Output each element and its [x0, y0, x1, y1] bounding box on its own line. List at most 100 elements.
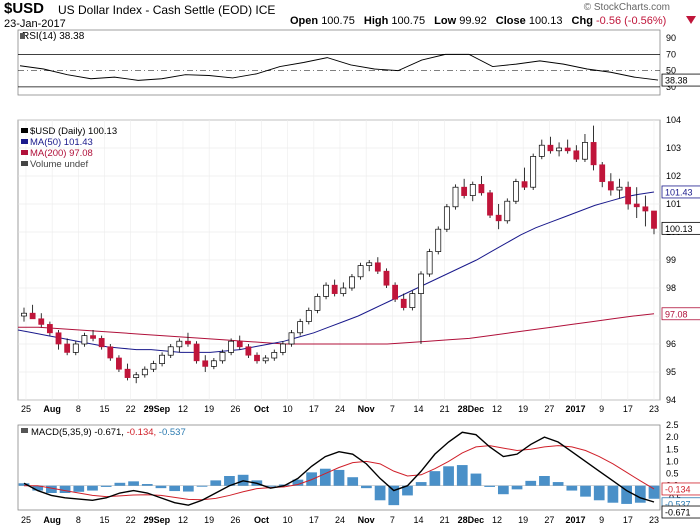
macd-xtick-label: 24: [335, 515, 345, 525]
rsi-last-value-box: [661, 73, 700, 87]
candle-body: [331, 284, 338, 294]
candle-body: [582, 142, 588, 160]
macd-histogram-bar: [18, 483, 30, 486]
price-xtick-label: 14: [413, 404, 423, 414]
chg-label: Chg: [571, 15, 593, 27]
price-xtick-label: 25: [21, 404, 31, 414]
macd-histogram-bar: [46, 485, 57, 493]
macd-last-value-box: [661, 505, 700, 519]
macd-legend-part: -0.134,: [127, 427, 159, 438]
macd-xtick-label: 17: [623, 515, 633, 525]
close-value: 100.13: [528, 15, 563, 27]
macd-histogram-bar: [210, 480, 222, 486]
macd-histogram-bar: [141, 484, 153, 486]
candle-body: [193, 343, 200, 362]
macd-xtick-label: 7: [390, 515, 395, 525]
price-ytick-label: 101: [666, 199, 681, 209]
macd-histogram-bar: [566, 485, 578, 491]
macd-histogram-bar: [100, 485, 112, 487]
macd-ytick-label: 2.5: [666, 420, 679, 430]
ma200-last-value-box: [661, 307, 700, 321]
candle-body: [245, 346, 252, 356]
high-value: 100.75: [391, 15, 426, 27]
rsi-last-value: 38.38: [665, 76, 688, 86]
rsi-ytick-label: 50: [666, 66, 676, 76]
candle-body: [642, 206, 649, 212]
macd-hist-last-value: -0.537: [665, 499, 691, 509]
price-xtick-label: 10: [283, 404, 293, 414]
price-last-value-box: [661, 221, 700, 235]
macd-histogram-bar: [374, 485, 386, 501]
candle-body: [409, 293, 416, 308]
macd-signal-line: [24, 445, 655, 501]
price-xtick-label: 7: [390, 404, 395, 414]
chart-date: 23-Jan-2017: [4, 18, 66, 30]
candle-body: [478, 184, 485, 194]
macd-xtick-label: 10: [283, 515, 293, 525]
watermark: © StockCharts.com: [583, 2, 670, 13]
candle-body: [314, 296, 321, 311]
macd-legend-part: -0.537: [159, 427, 186, 438]
macd-xtick-label: 27: [544, 515, 554, 525]
candle-body: [202, 360, 209, 367]
price-xtick-label: 22: [126, 404, 136, 414]
macd-histogram-bar: [196, 485, 208, 487]
rsi-line: [19, 53, 659, 81]
candle-body: [357, 265, 364, 278]
candle-body: [323, 284, 329, 297]
candle-body: [46, 324, 53, 334]
macd-histogram-bar: [59, 485, 71, 493]
price-legend-entry: $USD (Daily) 100.13: [30, 126, 117, 137]
low-label: Low: [434, 15, 457, 27]
macd-ytick-label: 1.0: [666, 456, 679, 466]
macd-histogram-bar: [634, 485, 646, 503]
macd-xtick-label: 23: [649, 515, 659, 525]
macd-histogram-bar: [593, 485, 605, 501]
price-legend-entry: Volume undef: [30, 159, 88, 170]
macd-xtick-label: 21: [440, 515, 450, 525]
candle-body: [366, 262, 373, 266]
macd-xtick-label: 29Sep: [144, 515, 171, 525]
candle-body: [90, 335, 96, 339]
macd-legend-part: -0.671,: [94, 427, 126, 438]
macd-histogram-bar: [415, 482, 427, 486]
macd-histogram-bar: [306, 472, 317, 486]
macd-histogram-bar: [648, 485, 660, 499]
candle-body: [64, 343, 71, 353]
candle-body: [38, 318, 45, 325]
candle-body: [159, 354, 165, 364]
macd-histogram-bar: [347, 477, 359, 486]
candle-body: [538, 144, 545, 157]
ma50-last-value-box: [661, 185, 700, 199]
price-xtick-label: 17: [623, 404, 633, 414]
candle-body: [185, 340, 191, 345]
macd-signal-last-value-box: [661, 482, 700, 496]
close-label: Close: [495, 15, 526, 27]
candle-body: [651, 210, 657, 229]
candle-body: [426, 251, 433, 275]
candle-body: [21, 312, 27, 317]
macd-xtick-label: 12: [178, 515, 188, 525]
candle-body: [590, 142, 597, 166]
ma200-last-value: 97.08: [665, 309, 688, 319]
price-xtick-label: 29Sep: [144, 404, 171, 414]
macd-histogram-bar: [333, 469, 345, 486]
price-xtick-label: 28Dec: [458, 404, 485, 414]
rsi-legend: RSI(14) 38.38: [22, 31, 85, 42]
chg-value: -0.56 (-0.56%): [596, 15, 667, 27]
macd-histogram-bar: [114, 482, 126, 486]
macd-histogram-bar: [265, 485, 276, 487]
chart-description: US Dollar Index - Cash Settle (EOD) ICE: [58, 3, 276, 17]
price-xtick-label: 8: [76, 404, 81, 414]
price-xtick-label: 9: [599, 404, 604, 414]
macd-histogram-bar: [621, 485, 632, 504]
price-ytick-label: 103: [666, 143, 681, 153]
candle-body: [228, 340, 235, 353]
price-ytick-label: 96: [666, 339, 676, 349]
candle-body: [262, 357, 269, 362]
candle-body: [340, 287, 347, 294]
price-legend-swatch: [21, 150, 28, 155]
price-xtick-label: 24: [335, 404, 345, 414]
macd-xtick-label: 22: [126, 515, 136, 525]
macd-histogram-bar: [388, 485, 400, 506]
